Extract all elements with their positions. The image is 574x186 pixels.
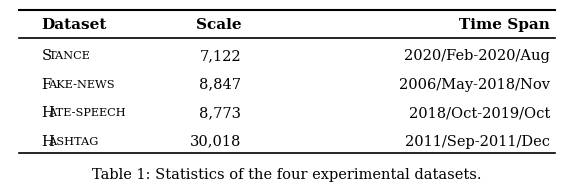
Text: H: H [41,134,54,149]
Text: H: H [41,106,54,120]
Text: 2006/May-2018/Nov: 2006/May-2018/Nov [399,78,550,92]
Text: ASHTAG: ASHTAG [49,137,99,147]
Text: 7,122: 7,122 [200,49,241,63]
Text: F: F [41,78,52,92]
Text: AKE-NEWS: AKE-NEWS [49,80,115,90]
Text: 8,847: 8,847 [199,78,241,92]
Text: ATE-SPEECH: ATE-SPEECH [49,108,126,118]
Text: Table 1: Statistics of the four experimental datasets.: Table 1: Statistics of the four experime… [92,168,482,182]
Text: Time Span: Time Span [459,18,550,32]
Text: TANCE: TANCE [49,51,90,61]
Text: Dataset: Dataset [41,18,107,32]
Text: 2011/Sep-2011/Dec: 2011/Sep-2011/Dec [405,134,550,149]
Text: Scale: Scale [196,18,241,32]
Text: 2018/Oct-2019/Oct: 2018/Oct-2019/Oct [409,106,550,120]
Text: 8,773: 8,773 [199,106,241,120]
Text: 2020/Feb-2020/Aug: 2020/Feb-2020/Aug [404,49,550,63]
Text: S: S [41,49,52,63]
Text: 30,018: 30,018 [190,134,241,149]
